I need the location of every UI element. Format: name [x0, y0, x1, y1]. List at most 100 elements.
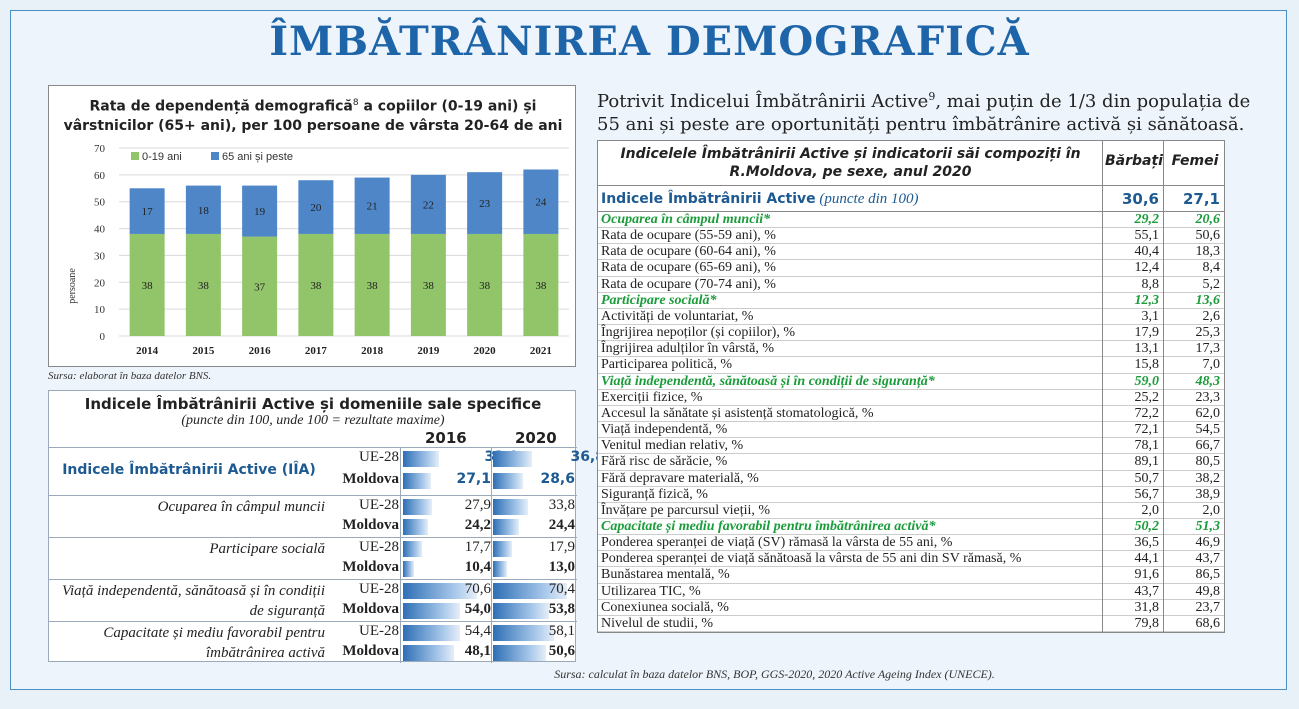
- value-2016: 27,1: [456, 471, 491, 487]
- bar-65-plus: [410, 174, 446, 234]
- rt-value-women: 54,5: [1195, 422, 1221, 438]
- rt-value-men: 12,4: [1134, 260, 1160, 276]
- rt-value-women: 68,6: [1195, 615, 1221, 631]
- bar-0-19: [354, 233, 390, 336]
- rt-value-men: 72,1: [1134, 422, 1160, 438]
- rt-indicator-row: Rata de ocupare (70-74 ani), % 8,8 5,2: [598, 277, 1224, 293]
- rt-domain-row: Ocuparea în câmpul muncii* 29,2 20,6: [598, 212, 1224, 229]
- rt-value-women: 38,9: [1195, 486, 1221, 502]
- bar-2020: [493, 561, 507, 577]
- rt-value-women: 25,3: [1195, 325, 1221, 341]
- lt-row-label: Capacitate și mediu favorabil pentru îmb…: [103, 625, 325, 661]
- rt-body: Ocuparea în câmpul muncii* 29,2 20,6 Rata d…: [598, 212, 1224, 633]
- rt-indicator-row: Venitul median relativ, % 78,1 66,7: [598, 438, 1224, 455]
- lt-row: [49, 621, 577, 663]
- rt-indicator-row: Fără risc de sărăcie, % 89,1 80,5: [598, 454, 1224, 471]
- rt-value-men: 56,7: [1134, 486, 1160, 502]
- rt-value-women: 86,5: [1195, 567, 1221, 583]
- rt-value-men: 17,9: [1134, 325, 1160, 341]
- intro-text-part1: Potrivit Indicelui Îmbătrânirii Active: [597, 91, 929, 112]
- rt-indicator-name: Viață independentă, sănătoasă și în cond…: [601, 373, 935, 389]
- rt-indicator-row: Îngrijirea adulților în vârstă, % 13,1 17,…: [598, 341, 1224, 358]
- bar-65-plus: [242, 185, 278, 237]
- rt-indicator-name: Participare socială*: [601, 292, 717, 308]
- bar-65-plus: [185, 185, 221, 234]
- bar-2020: [493, 451, 532, 467]
- data-label: 22: [423, 199, 434, 211]
- rt-indicator-name: Îngrijirea adulților în vârstă, %: [601, 341, 774, 357]
- data-label: 38: [423, 280, 435, 292]
- rt-indicator-row: Viață independentă, % 72,1 54,5: [598, 422, 1224, 439]
- rt-indicator-name: Învățare pe parcursul vieții, %: [601, 502, 771, 518]
- rt-value-women: 23,7: [1195, 599, 1221, 615]
- rt-indicator-name: Rata de ocupare (60-64 ani), %: [601, 244, 776, 260]
- rt-domain-row: Viață independentă, sănătoasă și în cond…: [598, 374, 1224, 390]
- intro-text: Potrivit Indicelui Îmbătrânirii Active9,…: [597, 85, 1257, 136]
- rt-indicator-name: Ocuparea în câmpul muncii*: [601, 212, 771, 227]
- value-2016: 17,7: [464, 539, 491, 555]
- rt-value-women: 48,3: [1195, 373, 1221, 389]
- rt-value-women: 80,5: [1195, 454, 1221, 470]
- rt-indicator-name: Fără risc de sărăcie, %: [601, 454, 728, 470]
- bar-2016: [403, 519, 429, 535]
- bar-2016: [403, 561, 414, 577]
- rt-value-men: 50,2: [1134, 518, 1160, 534]
- lt-row: [49, 447, 577, 493]
- bar-2020: [493, 541, 512, 557]
- bar-2020: [493, 519, 519, 535]
- chart-title: Rata de dependență demografică8 a copiil…: [49, 94, 577, 136]
- chart-plot: 0 10 20 30 40 50 60 70 persoane 38 17 2014 38 18 2015 3…: [67, 143, 569, 357]
- rt-value-women: 2,6: [1202, 308, 1221, 324]
- region-moldova: Moldova: [342, 601, 399, 617]
- year-2016-header: 2016: [425, 429, 467, 447]
- bar-0-19: [129, 233, 165, 336]
- value-2016: 27,9: [464, 497, 491, 513]
- lt-divider-2: [491, 447, 492, 663]
- aai-table-header: Indicele Îmbătrânirii Active și domeniil…: [84, 395, 542, 413]
- x-tick-label: 2018: [361, 345, 384, 357]
- bar-0-19: [185, 233, 221, 336]
- rt-value-women: 49,8: [1195, 583, 1221, 599]
- rt-value-women: 5,2: [1202, 276, 1221, 292]
- region-eu28: UE-28: [359, 449, 399, 465]
- bar-2020: [493, 625, 554, 641]
- bar-65-plus: [467, 172, 503, 234]
- bar-2016: [403, 499, 433, 515]
- rt-value-women: 7,0: [1202, 357, 1221, 373]
- year-2020-header: 2020: [515, 429, 557, 447]
- rt-indicator-name: Rata de ocupare (65-69 ani), %: [601, 260, 776, 276]
- rt-divider-1: [1102, 141, 1103, 633]
- rt-value-women: 46,9: [1195, 535, 1221, 551]
- rt-value-men: 59,0: [1134, 373, 1160, 389]
- chart-source: Sursa: elaborat în baza datelor BNS.: [48, 370, 212, 382]
- rt-value-men: 79,8: [1134, 615, 1160, 631]
- rt-indicator-row: Accesul la sănătate și asistență stomato…: [598, 406, 1224, 423]
- bar-2016: [403, 473, 432, 489]
- y-tick-label: 20: [94, 277, 106, 289]
- rt-header-row: Indicelele Îmbătrânirii Active și indica…: [598, 141, 1224, 186]
- data-label: 20: [310, 202, 322, 214]
- rt-indicator-row: Rata de ocupare (55-59 ani), % 55,1 50,6: [598, 228, 1224, 245]
- x-tick-label: 2014: [136, 345, 159, 357]
- value-2016: 48,1: [464, 643, 491, 659]
- rt-value-men: 8,8: [1141, 276, 1160, 292]
- bar-2020: [493, 645, 547, 661]
- data-label: 38: [535, 280, 547, 292]
- lt-row-label: Participare socială: [209, 541, 325, 557]
- bar-2016: [403, 603, 460, 619]
- bar-2016: [403, 583, 478, 599]
- dependency-chart: Rata de dependență demografică8 a copiil…: [48, 85, 576, 367]
- chart-title-footnote: 8: [352, 98, 359, 108]
- bar-0-19: [467, 233, 503, 336]
- rt-value-women: 50,6: [1195, 228, 1221, 244]
- data-label: 37: [254, 281, 266, 293]
- x-tick-label: 2020: [474, 345, 497, 357]
- lt-divider: [400, 447, 401, 663]
- value-2020: 58,1: [548, 623, 575, 639]
- x-tick-label: 2019: [417, 345, 440, 357]
- rt-indicator-name: Activități de voluntariat, %: [601, 308, 754, 324]
- value-2020: 50,6: [548, 643, 575, 659]
- x-tick-label: 2015: [192, 345, 215, 357]
- rt-value-women: 2,0: [1202, 502, 1221, 518]
- rt-domain-row: Capacitate și mediu favorabil pentru îmb…: [598, 518, 1224, 536]
